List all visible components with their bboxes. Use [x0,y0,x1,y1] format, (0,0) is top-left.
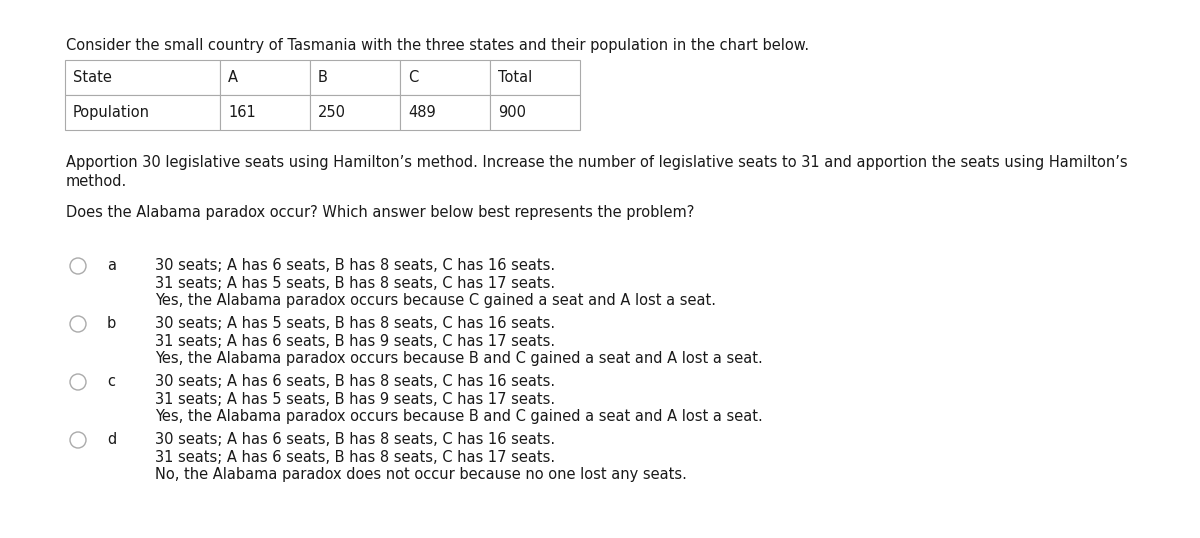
Bar [65,95,220,130]
Bar [490,60,580,95]
Circle shape [70,432,86,448]
Text: 31 seats; A has 6 seats, B has 8 seats, C has 17 seats.: 31 seats; A has 6 seats, B has 8 seats, … [155,450,556,465]
Text: 31 seats; A has 6 seats, B has 9 seats, C has 17 seats.: 31 seats; A has 6 seats, B has 9 seats, … [155,334,556,349]
Text: 489: 489 [408,105,436,120]
Circle shape [70,374,86,390]
Bar [400,95,490,130]
Text: No, the Alabama paradox does not occur because no one lost any seats.: No, the Alabama paradox does not occur b… [155,468,686,483]
Text: 900: 900 [498,105,526,120]
Text: 30 seats; A has 5 seats, B has 8 seats, C has 16 seats.: 30 seats; A has 5 seats, B has 8 seats, … [155,316,556,331]
Circle shape [70,316,86,332]
Bar [310,95,400,130]
Text: Total: Total [498,70,533,85]
Text: Yes, the Alabama paradox occurs because C gained a seat and A lost a seat.: Yes, the Alabama paradox occurs because … [155,294,716,308]
Text: Population: Population [73,105,150,120]
Text: Consider the small country of Tasmania with the three states and their populatio: Consider the small country of Tasmania w… [66,38,809,53]
Text: Apportion 30 legislative seats using Hamilton’s method. Increase the number of l: Apportion 30 legislative seats using Ham… [66,155,1128,170]
Text: 30 seats; A has 6 seats, B has 8 seats, C has 16 seats.: 30 seats; A has 6 seats, B has 8 seats, … [155,374,556,390]
Text: 30 seats; A has 6 seats, B has 8 seats, C has 16 seats.: 30 seats; A has 6 seats, B has 8 seats, … [155,258,556,273]
Text: b: b [107,316,116,331]
Text: C: C [408,70,419,85]
Text: c: c [107,374,115,390]
Circle shape [70,258,86,274]
Bar [65,60,220,95]
Bar [490,95,580,130]
Text: method.: method. [66,174,127,189]
Text: Yes, the Alabama paradox occurs because B and C gained a seat and A lost a seat.: Yes, the Alabama paradox occurs because … [155,409,763,424]
Text: State: State [73,70,112,85]
Bar [310,60,400,95]
Text: 31 seats; A has 5 seats, B has 8 seats, C has 17 seats.: 31 seats; A has 5 seats, B has 8 seats, … [155,276,556,291]
Bar [220,95,310,130]
Text: 250: 250 [318,105,346,120]
Text: Yes, the Alabama paradox occurs because B and C gained a seat and A lost a seat.: Yes, the Alabama paradox occurs because … [155,351,763,366]
Text: Does the Alabama paradox occur? Which answer below best represents the problem?: Does the Alabama paradox occur? Which an… [66,205,695,220]
Text: d: d [107,433,116,448]
Bar [400,60,490,95]
Text: A: A [228,70,238,85]
Text: 30 seats; A has 6 seats, B has 8 seats, C has 16 seats.: 30 seats; A has 6 seats, B has 8 seats, … [155,433,556,448]
Text: 161: 161 [228,105,256,120]
Bar [220,60,310,95]
Text: a: a [107,258,116,273]
Text: B: B [318,70,328,85]
Text: 31 seats; A has 5 seats, B has 9 seats, C has 17 seats.: 31 seats; A has 5 seats, B has 9 seats, … [155,392,556,407]
